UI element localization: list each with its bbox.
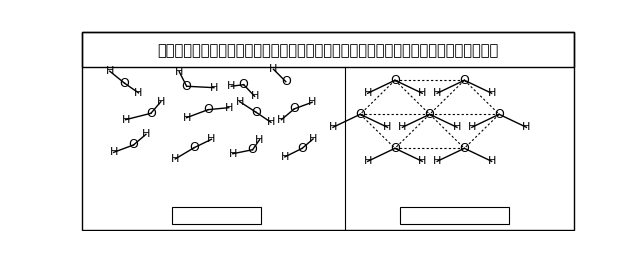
Text: H: H — [433, 88, 442, 98]
Text: H: H — [281, 152, 289, 162]
Text: O: O — [120, 77, 129, 90]
Text: H: H — [267, 117, 275, 127]
Text: O: O — [239, 78, 248, 91]
Text: H: H — [122, 115, 130, 125]
Text: O: O — [129, 138, 138, 151]
Text: O: O — [189, 141, 199, 154]
Text: H: H — [255, 135, 264, 145]
Text: H: H — [452, 122, 461, 132]
Text: H: H — [329, 122, 337, 132]
Text: H: H — [488, 156, 496, 166]
Text: H: H — [157, 97, 165, 107]
Text: 固体の水（氷）: 固体の水（氷） — [428, 210, 481, 223]
Text: H: H — [418, 156, 426, 166]
Text: H: H — [171, 154, 179, 164]
Text: O: O — [494, 108, 504, 121]
Text: H: H — [269, 64, 278, 74]
Bar — [83, 32, 573, 67]
Text: H: H — [210, 83, 218, 93]
Text: H: H — [488, 88, 496, 98]
Bar — [400, 207, 509, 224]
Text: H: H — [468, 122, 476, 132]
Text: O: O — [289, 102, 300, 115]
Text: O: O — [355, 108, 365, 121]
Text: H: H — [106, 66, 114, 76]
Text: O: O — [281, 75, 291, 88]
Text: H: H — [182, 113, 191, 123]
Text: O: O — [203, 103, 213, 116]
Text: O: O — [251, 106, 261, 119]
Text: O: O — [146, 107, 156, 120]
Text: O: O — [248, 143, 257, 156]
Text: 液体の水: 液体の水 — [202, 210, 232, 223]
Text: H: H — [308, 97, 316, 107]
Bar — [172, 207, 261, 224]
Text: H: H — [228, 149, 237, 159]
Text: H: H — [364, 156, 372, 166]
Text: H: H — [109, 147, 118, 157]
Text: H: H — [250, 91, 259, 101]
Text: H: H — [207, 134, 216, 144]
Text: O: O — [460, 142, 469, 155]
Text: H: H — [398, 122, 406, 132]
Text: H: H — [433, 156, 442, 166]
Text: O: O — [182, 80, 191, 93]
Text: H: H — [364, 88, 372, 98]
Text: O: O — [460, 74, 469, 87]
Text: H: H — [418, 88, 426, 98]
Text: O: O — [390, 142, 400, 155]
Text: O: O — [297, 142, 307, 155]
Text: 水素結合は方向性を持つため、固体の水はすきまが多く、液体より密度が小さくなる。: 水素結合は方向性を持つため、固体の水はすきまが多く、液体より密度が小さくなる。 — [157, 43, 499, 58]
Text: H: H — [227, 81, 236, 91]
Text: H: H — [225, 103, 233, 113]
Text: H: H — [522, 122, 531, 132]
Text: H: H — [309, 134, 317, 144]
Text: H: H — [383, 122, 392, 132]
Text: O: O — [390, 74, 400, 87]
Text: H: H — [142, 129, 150, 139]
Text: O: O — [425, 108, 435, 121]
Text: H: H — [134, 88, 143, 98]
Text: H: H — [236, 97, 244, 107]
Text: H: H — [277, 115, 285, 125]
Text: H: H — [175, 67, 184, 77]
